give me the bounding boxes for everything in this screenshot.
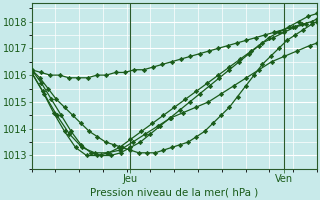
X-axis label: Pression niveau de la mer( hPa ): Pression niveau de la mer( hPa ) (90, 187, 259, 197)
